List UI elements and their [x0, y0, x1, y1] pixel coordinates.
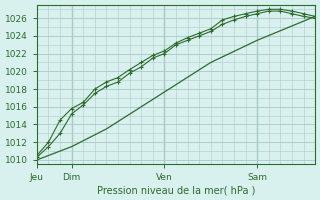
X-axis label: Pression niveau de la mer( hPa ): Pression niveau de la mer( hPa )	[97, 185, 255, 195]
